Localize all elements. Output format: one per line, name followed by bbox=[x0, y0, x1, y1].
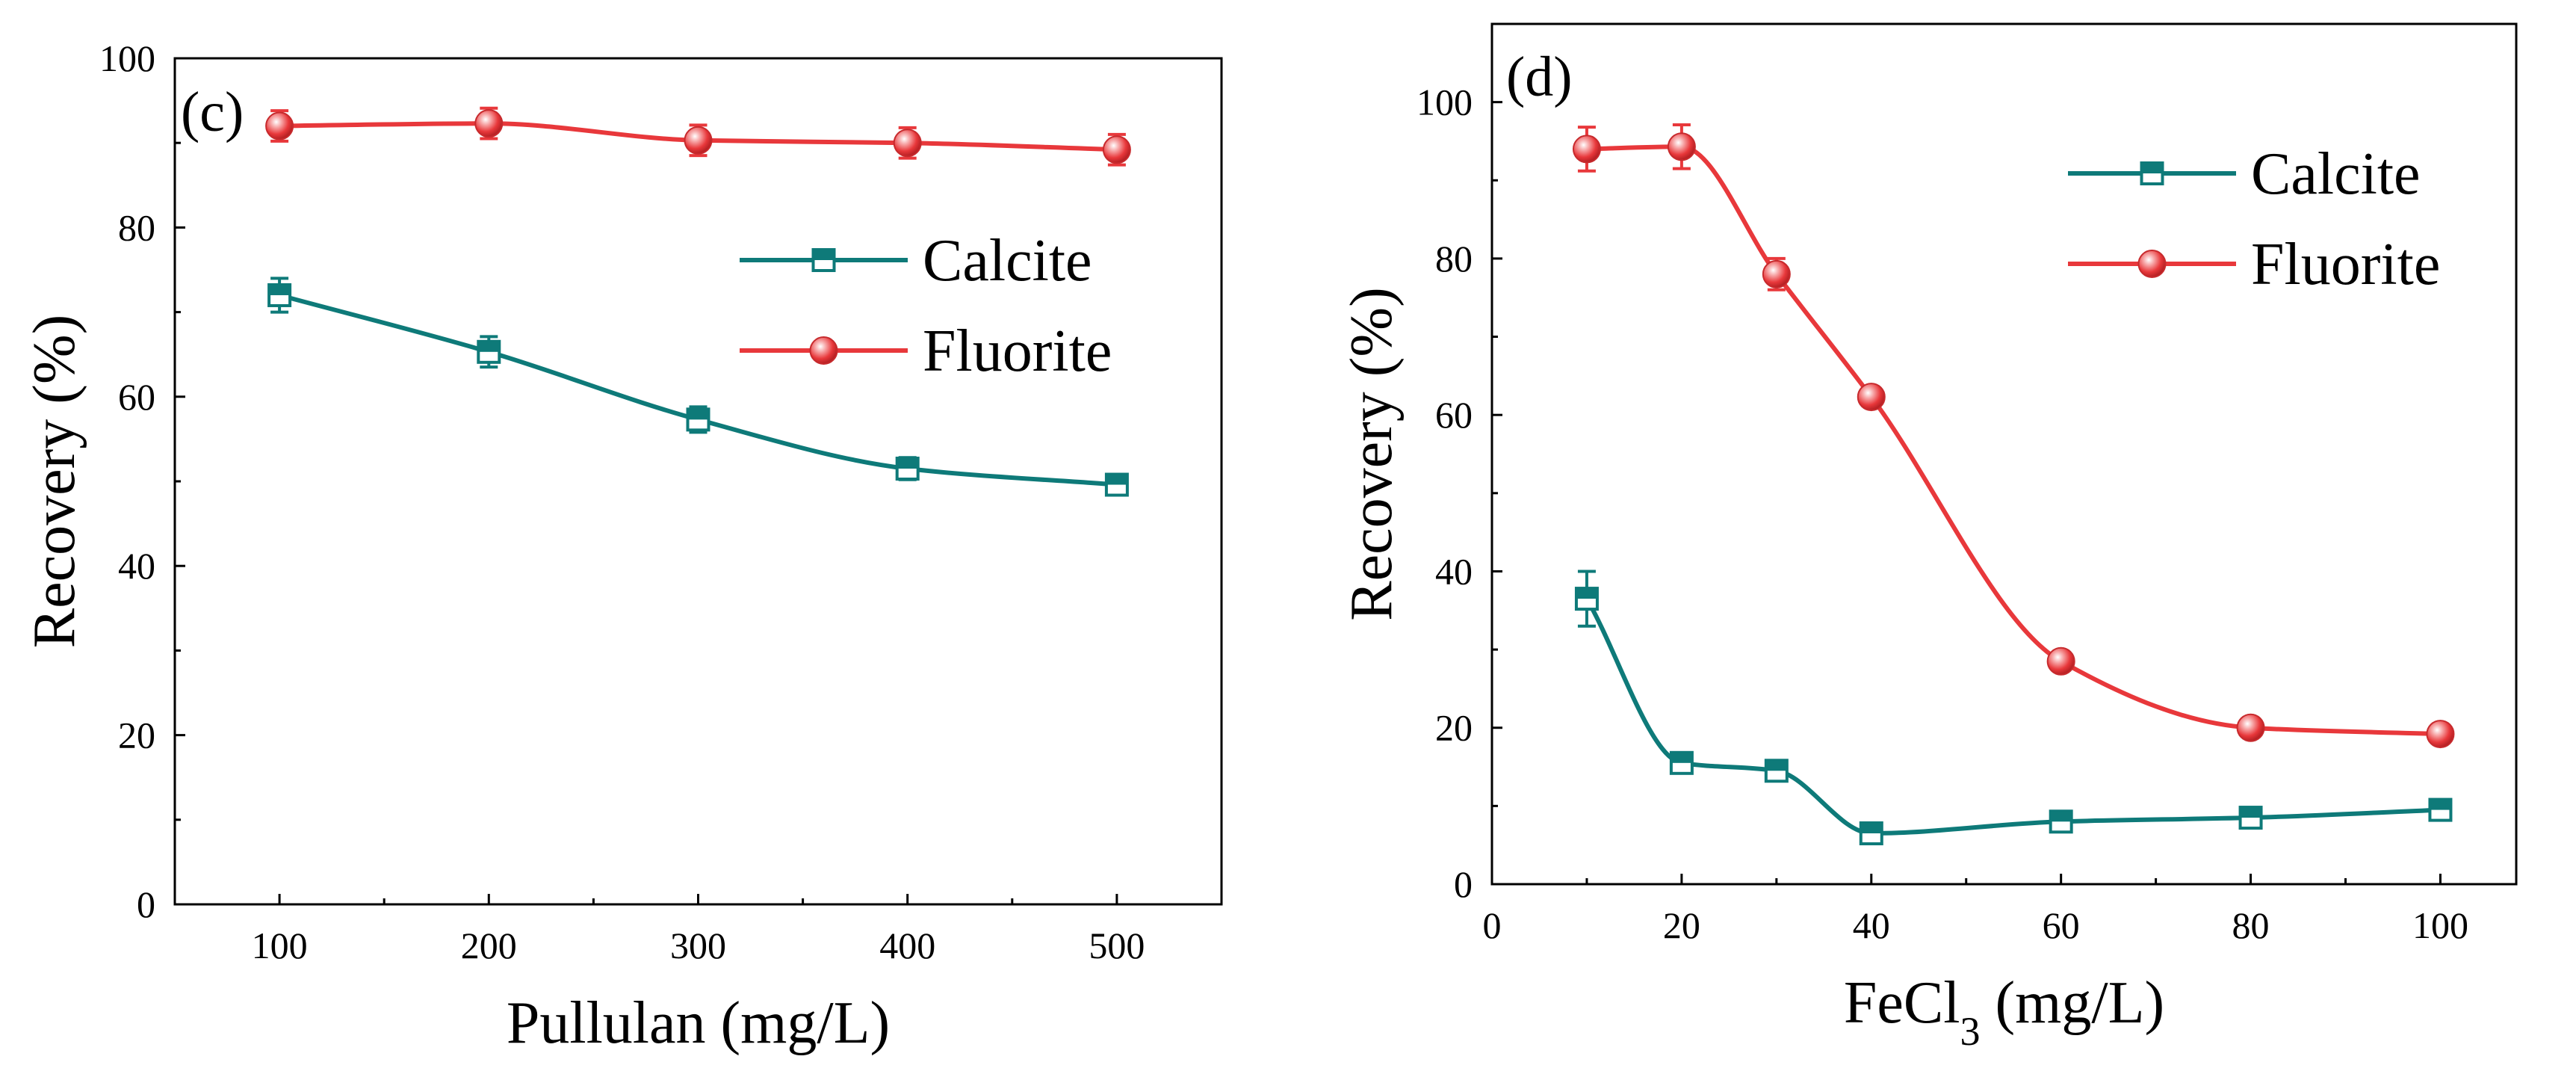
legend-entry-calcite: Calcite bbox=[740, 228, 1092, 294]
data-point-calcite bbox=[2238, 806, 2263, 830]
series-calcite bbox=[1574, 570, 2453, 845]
data-point-fluorite bbox=[1102, 135, 1131, 164]
series-fluorite bbox=[265, 106, 1131, 167]
data-point-calcite-fill bbox=[1671, 752, 1692, 763]
legend-marker bbox=[809, 336, 838, 365]
chart-panel-c: 100 200 300 400 500 0 20 40 60 80 100 Pullulan (mg/… bbox=[22, 37, 1223, 1056]
series-calcite bbox=[267, 277, 1129, 497]
series-fluorite bbox=[1572, 123, 2455, 749]
legend-marker-fill bbox=[2141, 163, 2163, 173]
data-point-calcite-fill bbox=[2430, 799, 2451, 810]
data-point-fluorite bbox=[1857, 383, 1886, 412]
y-axis-label: Recovery (%) bbox=[1339, 287, 1405, 620]
y-tick-label: 20 bbox=[1435, 707, 1473, 749]
x-axis-label-units: (mg/L) bbox=[1980, 970, 2164, 1036]
legend-label: Calcite bbox=[923, 228, 1092, 294]
data-point-fluorite bbox=[684, 126, 713, 155]
y-tick-label: 60 bbox=[1435, 394, 1473, 436]
data-point-fluorite bbox=[893, 129, 922, 158]
data-point-calcite-fill bbox=[269, 284, 291, 295]
data-point-calcite-fill bbox=[1860, 822, 1882, 833]
y-tick-label: 0 bbox=[1454, 863, 1473, 905]
x-tick-label: 20 bbox=[1663, 904, 1700, 946]
data-point-fluorite bbox=[2236, 713, 2265, 742]
legend-entry-fluorite: Fluorite bbox=[740, 318, 1112, 384]
chart-panel-d: 0 20 40 60 80 100 0 20 40 60 80 100 FeCl3 (mg/L) Reco… bbox=[1339, 22, 2518, 1054]
y-tick-label: 40 bbox=[1435, 550, 1473, 592]
data-point-calcite bbox=[1764, 759, 1789, 783]
legend-entry-calcite: Calcite bbox=[2068, 141, 2421, 207]
x-tick-label: 80 bbox=[2232, 904, 2270, 946]
data-point-calcite bbox=[2428, 797, 2453, 822]
x-tick-label: 40 bbox=[1853, 904, 1890, 946]
data-point-fluorite bbox=[474, 109, 504, 138]
legend-marker bbox=[2140, 161, 2164, 185]
data-point-calcite-fill bbox=[897, 458, 918, 469]
x-tick-label: 60 bbox=[2043, 904, 2080, 946]
data-point-fluorite bbox=[1667, 132, 1696, 161]
data-point-calcite bbox=[267, 283, 292, 307]
legend-label: Fluorite bbox=[2251, 232, 2440, 297]
data-point-calcite-fill bbox=[2240, 807, 2261, 818]
x-tick-label: 300 bbox=[670, 925, 726, 966]
y-tick-label: 80 bbox=[1435, 238, 1473, 280]
data-point-calcite-fill bbox=[1765, 760, 1787, 771]
data-point-calcite bbox=[2049, 809, 2073, 834]
data-point-calcite bbox=[1859, 821, 1883, 845]
x-tick-label: 200 bbox=[461, 925, 517, 966]
data-point-calcite-fill bbox=[687, 409, 709, 420]
y-tick-label: 60 bbox=[118, 376, 155, 418]
panel-label: (c) bbox=[181, 81, 244, 143]
data-point-fluorite bbox=[2046, 646, 2075, 676]
legend-marker bbox=[2137, 250, 2167, 278]
y-tick-label: 100 bbox=[99, 37, 155, 79]
data-point-fluorite bbox=[2426, 720, 2455, 749]
x-axis-label-main: FeCl bbox=[1844, 970, 1960, 1036]
series-line-calcite bbox=[1585, 597, 2441, 836]
y-axis-label: Recovery (%) bbox=[22, 315, 87, 648]
data-point-fluorite bbox=[265, 111, 294, 141]
x-tick-label: 500 bbox=[1089, 925, 1145, 966]
data-point-fluorite bbox=[1762, 259, 1791, 288]
panel-label: (d) bbox=[1506, 46, 1573, 108]
data-point-calcite bbox=[1669, 750, 1694, 775]
y-tick-label: 80 bbox=[118, 206, 155, 248]
x-tick-label: 400 bbox=[879, 925, 935, 966]
x-tick-label: 100 bbox=[2412, 904, 2468, 946]
y-tick-label: 20 bbox=[118, 715, 155, 756]
x-axis-label-subscript: 3 bbox=[1960, 1009, 1980, 1054]
data-point-fluorite bbox=[1572, 135, 1601, 164]
data-point-calcite bbox=[1104, 472, 1129, 497]
y-tick-label: 100 bbox=[1417, 81, 1473, 123]
legend-marker bbox=[811, 248, 836, 272]
plot-frame bbox=[1490, 22, 2518, 886]
data-point-calcite bbox=[895, 457, 920, 481]
legend-label: Calcite bbox=[2251, 141, 2421, 207]
x-tick-label: 100 bbox=[252, 925, 308, 966]
data-point-calcite bbox=[686, 407, 710, 432]
y-tick-label: 40 bbox=[118, 545, 155, 587]
data-point-calcite bbox=[1574, 587, 1599, 611]
data-point-calcite-fill bbox=[2050, 811, 2072, 822]
data-point-calcite-fill bbox=[1106, 474, 1127, 485]
x-tick-label: 0 bbox=[1483, 904, 1502, 946]
legend-marker-fill bbox=[813, 250, 835, 260]
legend-label: Fluorite bbox=[923, 318, 1112, 384]
x-axis-label: FeCl3 (mg/L) bbox=[1844, 970, 2164, 1054]
data-point-calcite-fill bbox=[478, 341, 500, 352]
data-point-calcite-fill bbox=[1576, 588, 1597, 599]
data-point-calcite bbox=[477, 339, 501, 364]
y-tick-label: 0 bbox=[137, 883, 155, 925]
x-axis-label: Pullulan (mg/L) bbox=[507, 990, 890, 1056]
legend-entry-fluorite: Fluorite bbox=[2068, 232, 2440, 297]
